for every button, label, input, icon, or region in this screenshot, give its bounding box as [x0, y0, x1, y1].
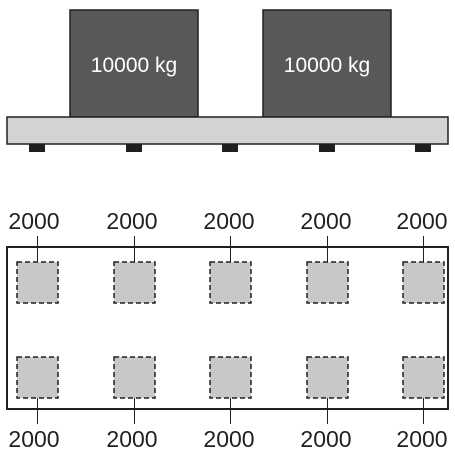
value-top-5: 2000 [396, 208, 447, 234]
support-4 [319, 144, 335, 152]
load-label-left: 10000 kg [91, 54, 177, 77]
pad-top-1 [16, 261, 59, 304]
pad-bottom-5 [402, 356, 445, 399]
value-top-2: 2000 [106, 208, 157, 234]
value-bottom-1: 2000 [8, 426, 59, 452]
plan-view: 2000 2000 2000 2000 2000 2000 2000 2000 … [6, 208, 449, 452]
platform [6, 116, 449, 145]
elevation-view: 10000 kg 10000 kg [6, 9, 449, 152]
pad-bottom-3 [209, 356, 252, 399]
pad-top-3 [209, 261, 252, 304]
pad-top-2 [113, 261, 156, 304]
load-box-left [69, 9, 199, 118]
pad-bottom-1 [16, 356, 59, 399]
pad-bottom-4 [306, 356, 349, 399]
support-5 [415, 144, 431, 152]
value-bottom-3: 2000 [203, 426, 254, 452]
value-bottom-5: 2000 [396, 426, 447, 452]
value-bottom-2: 2000 [106, 426, 157, 452]
support-1 [29, 144, 45, 152]
value-top-4: 2000 [300, 208, 351, 234]
pad-bottom-2 [113, 356, 156, 399]
pad-top-5 [402, 261, 445, 304]
value-top-1: 2000 [8, 208, 59, 234]
load-box-right [262, 9, 392, 118]
pad-top-4 [306, 261, 349, 304]
load-label-right: 10000 kg [284, 54, 370, 77]
support-3 [222, 144, 238, 152]
value-bottom-4: 2000 [300, 426, 351, 452]
value-top-3: 2000 [203, 208, 254, 234]
support-2 [126, 144, 142, 152]
